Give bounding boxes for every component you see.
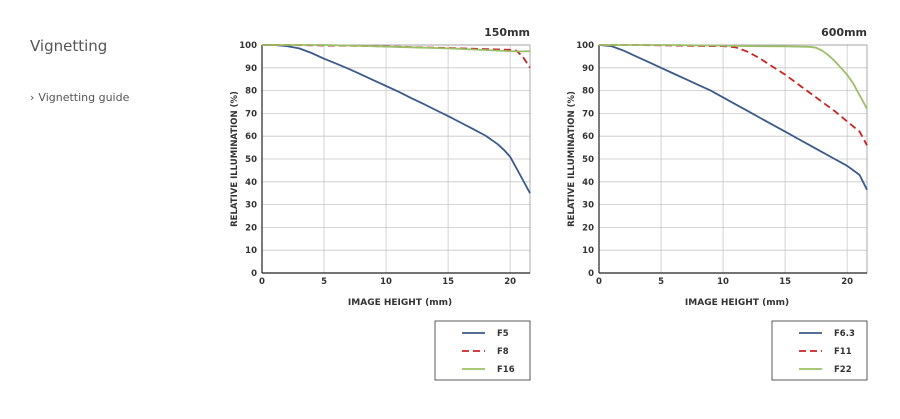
legend-label: F6.3 xyxy=(834,329,855,339)
chevron-right-icon: › xyxy=(30,91,35,104)
series-line-f8 xyxy=(262,44,531,69)
y-tick-label: 60 xyxy=(245,132,257,142)
x-tick-label: 5 xyxy=(321,277,327,287)
y-tick-label: 20 xyxy=(245,223,257,233)
x-tick-label: 10 xyxy=(380,277,392,287)
y-tick-label: 20 xyxy=(582,223,594,233)
legend-label: F5 xyxy=(497,329,509,339)
x-tick-label: 20 xyxy=(504,277,516,287)
y-tick-label: 70 xyxy=(245,109,257,119)
series-line-f22 xyxy=(599,44,868,110)
y-tick-label: 30 xyxy=(245,201,257,211)
y-tick-label: 60 xyxy=(582,132,594,142)
y-tick-label: 70 xyxy=(582,109,594,119)
y-tick-label: 30 xyxy=(582,201,594,211)
chart-150mm: 150mm 0 10 20 30 40 50 60 70 80 90 100 0 5 10 15 20 IMAGE… xyxy=(230,26,531,381)
y-tick-label: 0 xyxy=(588,269,594,279)
y-tick-label: 40 xyxy=(582,178,594,188)
legend-label: F8 xyxy=(497,347,509,357)
legend: F6.3 F11 F22 xyxy=(771,320,868,381)
x-tick-label: 0 xyxy=(259,277,265,287)
x-tick-label: 0 xyxy=(596,277,602,287)
y-axis-label: RELATIVE ILLUMINATION (%) xyxy=(567,91,577,227)
y-tick-label: 100 xyxy=(239,41,257,51)
y-tick-label: 0 xyxy=(251,269,257,279)
vignetting-guide-link[interactable]: › Vignetting guide xyxy=(30,91,129,104)
legend-box xyxy=(771,320,868,381)
series-line-f6-3 xyxy=(598,44,868,191)
legend: F5 F8 F16 xyxy=(434,320,531,381)
legend-label: F22 xyxy=(834,365,852,375)
section-title: Vignetting xyxy=(30,37,108,55)
legend-box xyxy=(434,320,531,381)
series-line-f16 xyxy=(262,44,531,53)
y-tick-label: 90 xyxy=(582,64,594,74)
chart-title: 600mm xyxy=(821,26,867,39)
y-tick-label: 50 xyxy=(245,155,257,165)
y-tick-label: 90 xyxy=(245,64,257,74)
y-axis-label: RELATIVE ILLUMINATION (%) xyxy=(230,91,240,227)
series-line-f5 xyxy=(262,44,531,194)
y-tick-label: 50 xyxy=(582,155,594,165)
x-tick-label: 15 xyxy=(442,277,454,287)
y-tick-label: 10 xyxy=(245,246,257,256)
x-tick-label: 20 xyxy=(841,277,853,287)
y-tick-label: 10 xyxy=(582,246,594,256)
chart-title: 150mm xyxy=(484,26,530,39)
y-tick-label: 80 xyxy=(245,87,257,97)
chart-600mm: 600mm 0 10 20 30 40 50 60 70 80 90 100 0 5 10 15 20 IMAGE… xyxy=(567,26,868,381)
vignetting-guide-label: Vignetting guide xyxy=(38,91,130,104)
x-tick-label: 10 xyxy=(717,277,729,287)
legend-label: F16 xyxy=(497,365,515,375)
x-axis-label: IMAGE HEIGHT (mm) xyxy=(348,298,452,308)
x-tick-label: 15 xyxy=(779,277,791,287)
y-tick-label: 100 xyxy=(576,41,594,51)
y-tick-label: 80 xyxy=(582,87,594,97)
x-tick-label: 5 xyxy=(658,277,664,287)
y-tick-label: 40 xyxy=(245,178,257,188)
legend-label: F11 xyxy=(834,347,852,357)
x-axis-label: IMAGE HEIGHT (mm) xyxy=(685,298,789,308)
series-line-f11 xyxy=(599,44,868,146)
